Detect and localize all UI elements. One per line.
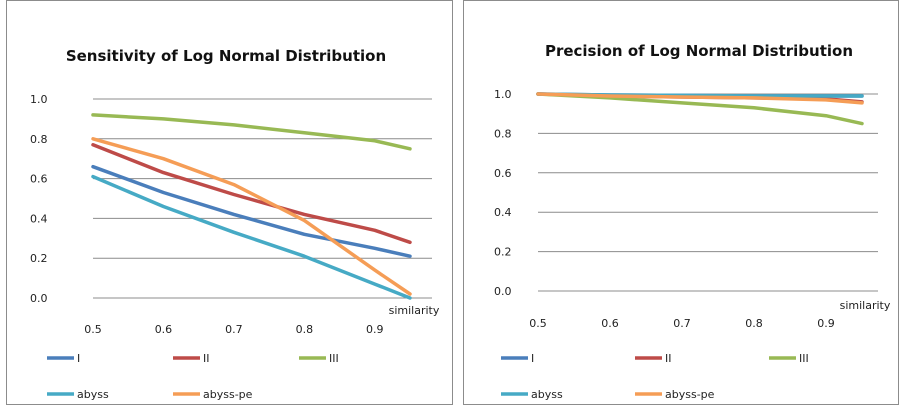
y-tick-label: 0.2 [494, 246, 512, 259]
legend-label-i: I [77, 352, 80, 365]
legend-label-ii: II [203, 352, 210, 365]
x-tick-label: 0.8 [745, 317, 763, 330]
x-tick-label: 0.8 [296, 323, 314, 336]
chart-sensitivity: Sensitivity of Log Normal Distribution s… [30, 47, 440, 401]
x-tick-label: 0.5 [84, 323, 102, 336]
legend-label-iii: III [329, 352, 339, 365]
legend-label-ii: II [665, 352, 672, 365]
chart-panel-sensitivity: Sensitivity of Log Normal Distribution s… [6, 0, 453, 405]
series-line-abyss-pe [91, 137, 412, 296]
chart-precision: Precision of Log Normal Distribution sim… [494, 42, 891, 401]
series-line-iii [91, 113, 412, 151]
x-tick-label: 0.7 [225, 323, 243, 336]
y-tick-label: 0.6 [494, 167, 512, 180]
y-tick-label: 0.2 [30, 252, 48, 265]
y-tick-label: 0.4 [30, 212, 48, 225]
series-line-abyss [91, 174, 412, 300]
y-tick-label: 1.0 [494, 88, 512, 101]
x-tick-label: 0.9 [366, 323, 384, 336]
legend-label-i: I [531, 352, 534, 365]
x-tick-label: 0.6 [601, 317, 619, 330]
y-tick-label: 0.8 [30, 133, 48, 146]
y-tick-label: 0.4 [494, 206, 512, 219]
chart-title: Sensitivity of Log Normal Distribution [66, 47, 386, 65]
chart-panel-precision: Precision of Log Normal Distribution sim… [463, 0, 899, 405]
x-tick-label: 0.7 [673, 317, 691, 330]
legend-label-iii: III [799, 352, 809, 365]
y-tick-label: 0.6 [30, 173, 48, 186]
legend-label-abyss-pe: abyss-pe [203, 388, 253, 401]
x-axis-label: similarity [389, 304, 440, 317]
y-tick-label: 1.0 [30, 93, 48, 106]
legend-label-abyss: abyss [77, 388, 109, 401]
series-line-abyss-pe [536, 92, 864, 105]
x-tick-label: 0.6 [155, 323, 173, 336]
y-tick-label: 0.8 [494, 127, 512, 140]
legend-label-abyss: abyss [531, 388, 563, 401]
chart-title: Precision of Log Normal Distribution [545, 42, 853, 60]
legend-label-abyss-pe: abyss-pe [665, 388, 715, 401]
series-line-i [91, 164, 412, 258]
x-tick-label: 0.9 [817, 317, 835, 330]
x-tick-label: 0.5 [529, 317, 547, 330]
y-tick-label: 0.0 [494, 285, 512, 298]
x-axis-label: similarity [840, 299, 891, 312]
y-tick-label: 0.0 [30, 292, 48, 305]
